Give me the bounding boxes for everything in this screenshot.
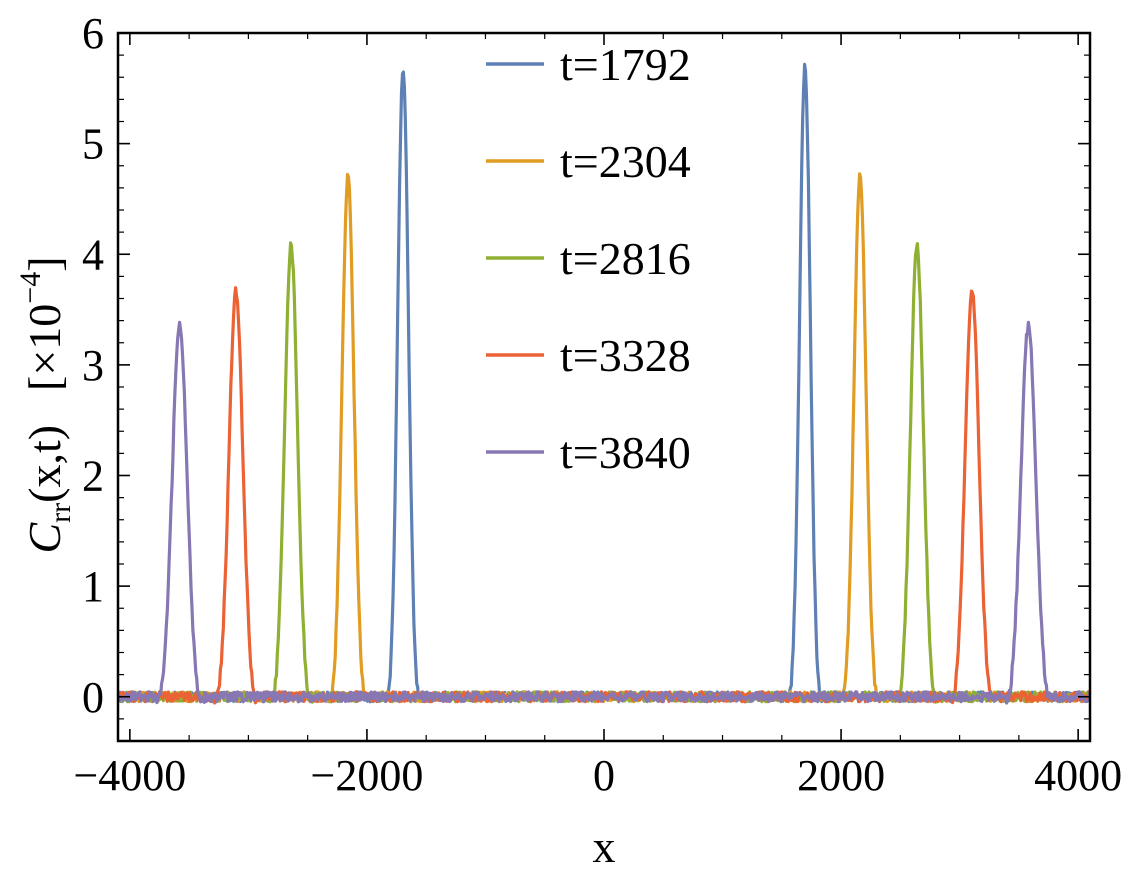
x-tick-label: −4000 xyxy=(73,751,186,800)
y-axis-scale: [×10 xyxy=(19,304,70,391)
y-axis-scale-close: ] xyxy=(19,256,70,271)
x-tick-label: 2000 xyxy=(797,751,885,800)
legend: t=1792 t=2304 t=2816 t=3328 t=3840 xyxy=(486,39,691,478)
y-tick-label: 1 xyxy=(82,562,104,611)
y-tick-label: 2 xyxy=(82,452,104,501)
y-tick-label: 4 xyxy=(82,230,104,279)
series-line xyxy=(118,320,1090,705)
y-axis-scale-exponent: −4 xyxy=(14,272,47,304)
legend-label: t=2304 xyxy=(560,136,691,187)
x-axis-title: x xyxy=(593,821,616,872)
legend-label: t=1792 xyxy=(560,39,691,90)
legend-label: t=3328 xyxy=(560,330,691,381)
legend-label: t=3840 xyxy=(560,427,691,478)
series-lines xyxy=(118,62,1090,705)
x-tick-label: −2000 xyxy=(311,751,424,800)
y-axis-symbol: C xyxy=(19,522,70,554)
y-axis-title: Crr(x,t) [×10−4] xyxy=(14,256,77,553)
legend-label: t=2816 xyxy=(560,233,691,284)
svg-text:Crr(x,t)[×10−4]: Crr(x,t) [×10−4] xyxy=(14,256,77,553)
x-tick-label: 4000 xyxy=(1034,751,1122,800)
y-tick-label: 5 xyxy=(82,120,104,169)
y-tick-label: 3 xyxy=(82,341,104,390)
y-tick-label: 0 xyxy=(82,673,104,722)
axis-ticks: −4000 −2000 0 2000 4000 0 1 2 3 4 5 6 xyxy=(73,9,1122,800)
x-tick-label: 0 xyxy=(593,751,615,800)
y-axis-subscript: rr xyxy=(44,503,77,523)
y-tick-label: 6 xyxy=(82,9,104,58)
y-axis-args: (x,t) xyxy=(19,425,70,503)
